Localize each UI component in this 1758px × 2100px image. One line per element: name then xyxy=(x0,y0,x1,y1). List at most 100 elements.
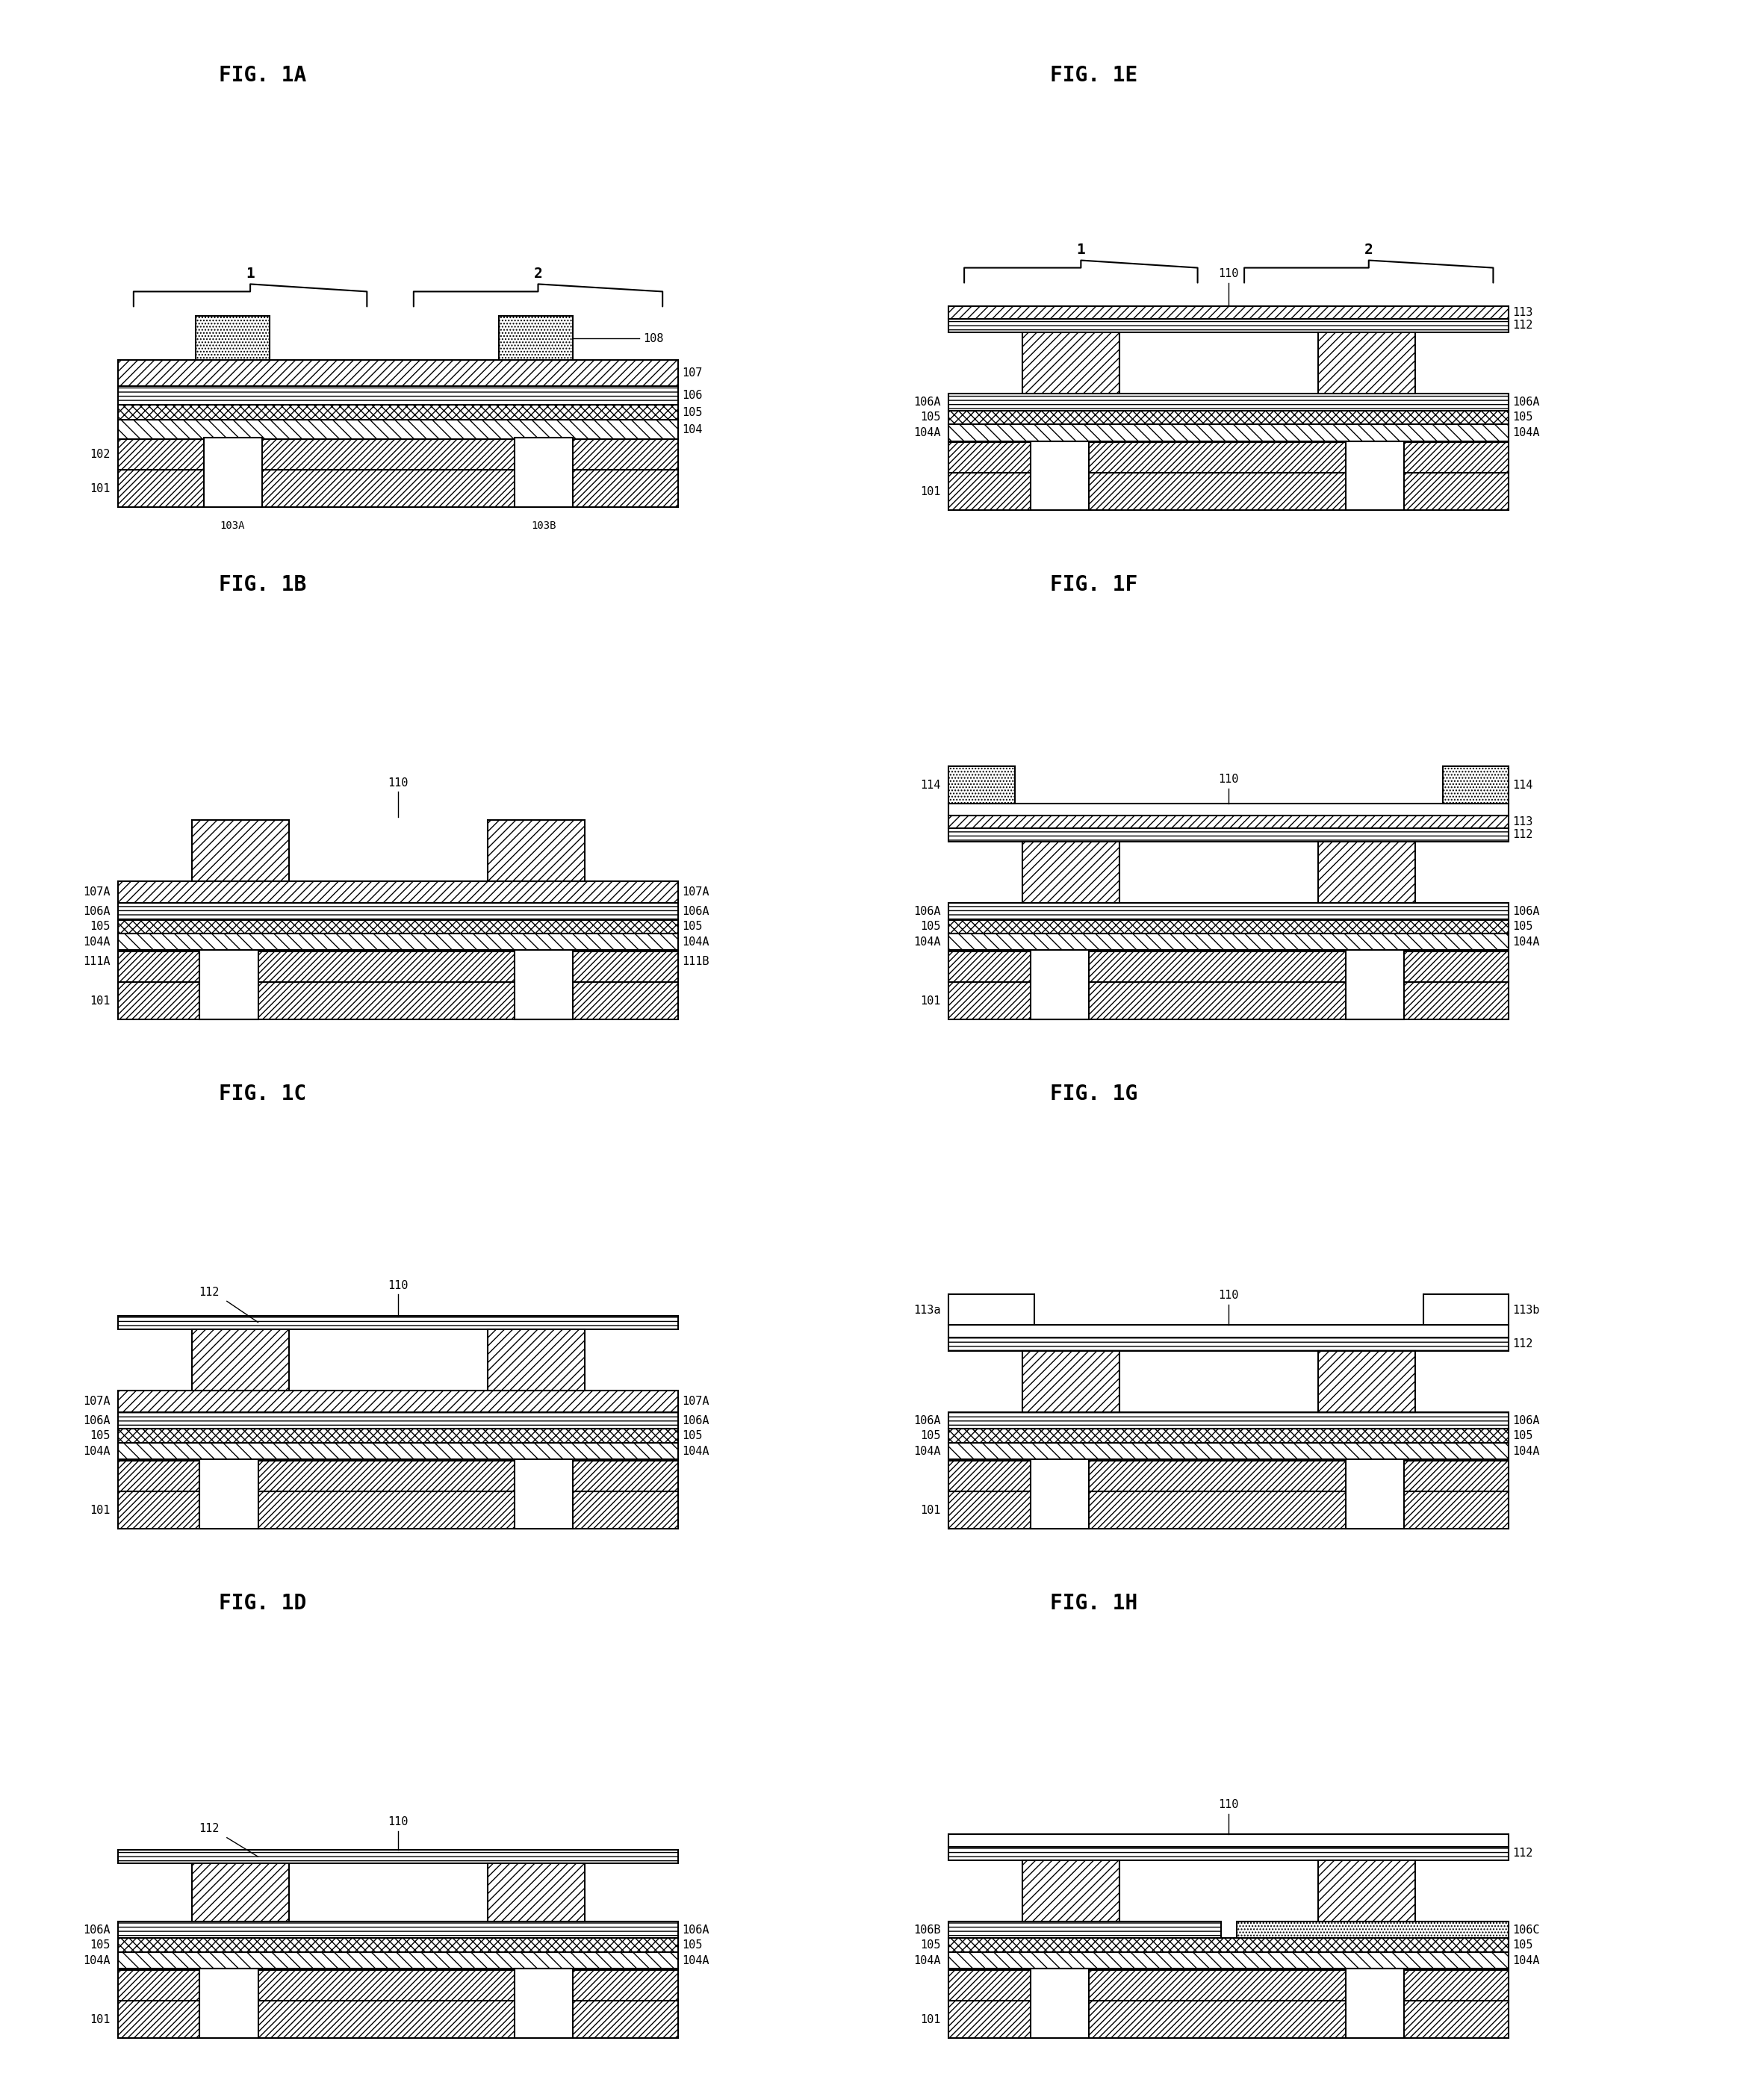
Bar xyxy=(1023,332,1120,393)
Text: 104A: 104A xyxy=(682,1445,708,1457)
Text: 104A: 104A xyxy=(1512,426,1540,439)
Text: 106A: 106A xyxy=(682,1924,708,1936)
Text: 110: 110 xyxy=(1218,775,1239,785)
Bar xyxy=(1318,1350,1415,1411)
Text: 106A: 106A xyxy=(682,905,708,918)
Text: FIG. 1B: FIG. 1B xyxy=(220,575,306,596)
Text: 106A: 106A xyxy=(682,1415,708,1426)
Bar xyxy=(949,424,1508,441)
Bar xyxy=(192,819,288,882)
Text: 105: 105 xyxy=(90,1430,111,1441)
Bar xyxy=(1030,951,1088,1021)
Text: 114: 114 xyxy=(1512,779,1533,792)
Bar xyxy=(1345,1459,1403,1529)
Bar xyxy=(1345,951,1403,1021)
Text: 107: 107 xyxy=(682,367,703,378)
Text: 107A: 107A xyxy=(682,886,708,897)
Text: 104A: 104A xyxy=(914,1955,941,1966)
Bar xyxy=(949,932,1508,951)
Bar xyxy=(949,827,1508,842)
Bar xyxy=(1023,842,1120,903)
Bar xyxy=(1030,441,1088,510)
Text: 106B: 106B xyxy=(914,1924,941,1936)
Text: 101: 101 xyxy=(90,995,111,1006)
Bar xyxy=(118,932,679,951)
Text: 103B: 103B xyxy=(531,521,556,531)
Text: 105: 105 xyxy=(921,412,941,422)
Text: 112: 112 xyxy=(1512,830,1533,840)
Bar xyxy=(118,983,679,1021)
Text: 104A: 104A xyxy=(914,937,941,947)
Bar xyxy=(1345,441,1403,510)
Text: 113b: 113b xyxy=(1512,1304,1540,1317)
Bar xyxy=(118,1951,679,1970)
Bar xyxy=(949,319,1508,332)
Bar xyxy=(515,1970,573,2039)
Text: 108: 108 xyxy=(643,332,663,344)
Text: 105: 105 xyxy=(1512,1430,1533,1441)
Bar xyxy=(1443,766,1508,804)
Bar xyxy=(949,815,1508,827)
Text: 105: 105 xyxy=(921,1430,941,1441)
Text: 1: 1 xyxy=(246,267,255,281)
Bar xyxy=(118,1921,679,1938)
Bar xyxy=(949,2001,1508,2039)
Bar xyxy=(118,1938,679,1951)
Text: FIG. 1H: FIG. 1H xyxy=(1050,1594,1137,1615)
Bar xyxy=(1318,332,1415,393)
Bar xyxy=(118,420,679,439)
Bar xyxy=(949,983,1508,1021)
Text: 110: 110 xyxy=(1218,1800,1239,1810)
Bar xyxy=(949,903,1508,920)
Bar xyxy=(118,361,679,386)
Text: 101: 101 xyxy=(90,483,111,493)
Bar xyxy=(949,393,1508,410)
Text: 110: 110 xyxy=(389,1279,408,1292)
Text: 113: 113 xyxy=(1512,307,1533,319)
Bar xyxy=(949,1970,1508,2001)
Text: 104A: 104A xyxy=(682,937,708,947)
Text: 104A: 104A xyxy=(914,1445,941,1457)
Text: 101: 101 xyxy=(921,2014,941,2024)
Bar xyxy=(487,819,585,882)
Text: 101: 101 xyxy=(90,2014,111,2024)
Text: 113a: 113a xyxy=(914,1304,941,1317)
Text: 104A: 104A xyxy=(83,1445,111,1457)
Bar xyxy=(1318,842,1415,903)
Text: 110: 110 xyxy=(389,1816,408,1827)
Bar xyxy=(192,1863,288,1921)
Bar xyxy=(200,951,258,1021)
Text: 104A: 104A xyxy=(83,937,111,947)
Text: 112: 112 xyxy=(199,1287,220,1298)
Text: 106: 106 xyxy=(682,391,703,401)
Text: 107A: 107A xyxy=(682,1396,708,1407)
Text: 104: 104 xyxy=(682,424,703,435)
Text: 106A: 106A xyxy=(83,1924,111,1936)
Bar xyxy=(118,2001,679,2039)
Bar xyxy=(118,405,679,420)
Text: 106A: 106A xyxy=(83,1415,111,1426)
Bar xyxy=(192,1329,288,1390)
Bar xyxy=(949,951,1508,983)
Bar xyxy=(949,1338,1508,1350)
Bar xyxy=(118,386,679,405)
Text: 106A: 106A xyxy=(914,905,941,918)
Bar xyxy=(1023,1350,1120,1411)
Text: 110: 110 xyxy=(1218,1289,1239,1302)
Bar xyxy=(949,1325,1508,1338)
Bar xyxy=(1345,1970,1403,2039)
Text: FIG. 1G: FIG. 1G xyxy=(1050,1084,1137,1105)
Bar xyxy=(949,766,1014,804)
Text: 2: 2 xyxy=(534,267,543,281)
Bar xyxy=(949,1428,1508,1443)
Text: 111A: 111A xyxy=(83,956,111,968)
Bar xyxy=(118,1428,679,1443)
Text: 106A: 106A xyxy=(914,1415,941,1426)
Text: 1: 1 xyxy=(1076,244,1085,256)
Text: 105: 105 xyxy=(682,922,703,932)
Text: 101: 101 xyxy=(921,1506,941,1516)
Text: 110: 110 xyxy=(1218,269,1239,279)
Bar xyxy=(1023,1861,1120,1922)
Text: 114: 114 xyxy=(921,779,941,792)
Bar xyxy=(118,882,679,903)
